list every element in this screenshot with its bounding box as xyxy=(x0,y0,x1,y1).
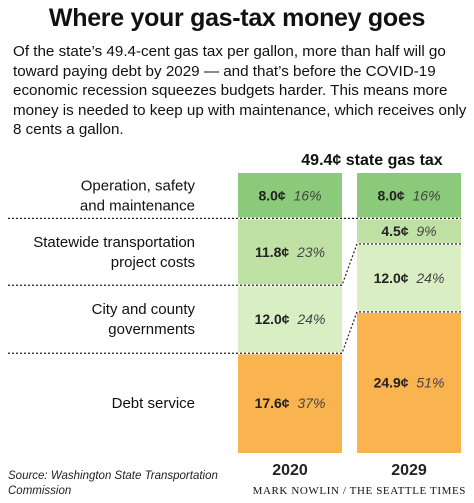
data-label-2029-city-county: 12.0¢ 24% xyxy=(374,270,445,286)
category-label-operation-maintenance: and maintenance xyxy=(80,198,195,215)
data-label-percent: 16% xyxy=(286,188,322,204)
chart-subtitle: 49.4¢ state gas tax xyxy=(301,152,443,169)
data-label-value: 12.0¢ xyxy=(255,311,290,327)
data-label-2020-statewide-projects: 11.8¢ 23% xyxy=(255,244,325,260)
bar-segment-2020-city-county xyxy=(238,285,342,354)
data-label-percent: 9% xyxy=(409,223,437,239)
bar-segment-2020-statewide-projects xyxy=(238,218,342,286)
data-label-percent: 16% xyxy=(405,188,441,204)
data-label-value: 17.6¢ xyxy=(255,395,290,411)
data-label-value: 8.0¢ xyxy=(258,188,285,204)
bar-segment-2029-city-county xyxy=(357,243,461,312)
data-label-2029-debt-service: 24.9¢ 51% xyxy=(374,374,445,390)
data-label-percent: 24% xyxy=(290,311,326,327)
data-label-percent: 51% xyxy=(409,374,445,390)
data-label-2020-city-county: 12.0¢ 24% xyxy=(255,311,326,327)
data-label-value: 4.5¢ xyxy=(381,223,408,239)
data-label-2029-statewide-projects: 4.5¢ 9% xyxy=(381,223,436,239)
category-label-statewide-projects: Statewide transportation xyxy=(33,234,195,251)
category-label-city-county: governments xyxy=(108,321,195,338)
data-label-percent: 37% xyxy=(290,395,326,411)
bar-segment-2020-debt-service xyxy=(238,353,342,453)
divider-line-debt-service xyxy=(8,311,461,354)
x-tick-label-2020: 2020 xyxy=(272,462,308,479)
data-label-value: 24.9¢ xyxy=(374,374,409,390)
credit-line: MARK NOWLIN / THE SEATTLE TIMES xyxy=(252,485,466,497)
category-label-operation-maintenance: Operation, safety xyxy=(81,178,196,195)
data-label-value: 12.0¢ xyxy=(374,270,409,286)
bar-segment-2029-debt-service xyxy=(357,311,461,453)
data-label-percent: 24% xyxy=(409,270,445,286)
data-label-percent: 23% xyxy=(289,244,325,260)
category-label-debt-service: Debt service xyxy=(112,395,195,412)
bar-segment-2029-operation-maintenance xyxy=(357,173,461,219)
source-note: Source: Washington State Transportation … xyxy=(8,470,218,497)
x-tick-label-2029: 2029 xyxy=(391,462,427,479)
intro-text: Of the state’s 49.4-cent gas tax per gal… xyxy=(13,43,467,139)
category-label-city-county: City and county xyxy=(92,301,196,318)
chart-title: Where your gas-tax money goes xyxy=(48,4,426,32)
data-label-value: 11.8¢ xyxy=(255,244,289,260)
data-label-2029-operation-maintenance: 8.0¢ 16% xyxy=(377,188,440,204)
bar-segment-2020-operation-maintenance xyxy=(238,173,342,219)
bar-segment-2029-statewide-projects xyxy=(357,218,461,244)
data-label-value: 8.0¢ xyxy=(377,188,404,204)
divider-line-city-county xyxy=(8,243,461,286)
category-label-statewide-projects: project costs xyxy=(111,254,195,271)
data-label-2020-debt-service: 17.6¢ 37% xyxy=(255,395,326,411)
data-label-2020-operation-maintenance: 8.0¢ 16% xyxy=(258,188,321,204)
